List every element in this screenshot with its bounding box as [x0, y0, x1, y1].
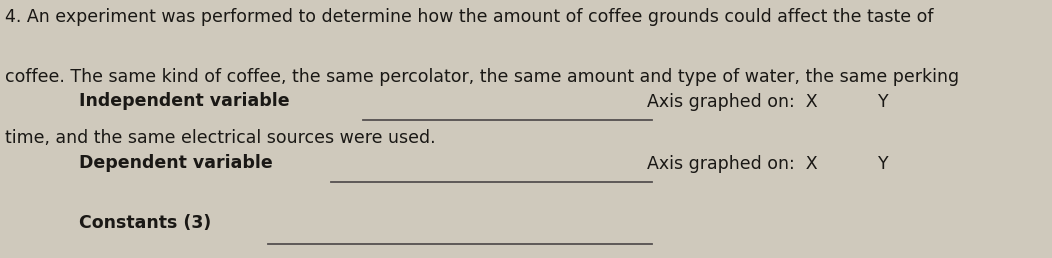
Text: coffee. The same kind of coffee, the same percolator, the same amount and type o: coffee. The same kind of coffee, the sam…	[5, 68, 959, 86]
Text: Dependent variable: Dependent variable	[79, 154, 272, 172]
Text: time, and the same electrical sources were used.: time, and the same electrical sources we…	[5, 129, 436, 147]
Text: Axis graphed on:  X: Axis graphed on: X	[647, 155, 817, 173]
Text: Y: Y	[878, 155, 889, 173]
Text: 4. An experiment was performed to determine how the amount of coffee grounds cou: 4. An experiment was performed to determ…	[5, 8, 934, 26]
Text: Y: Y	[878, 93, 889, 111]
Text: Axis graphed on:  X: Axis graphed on: X	[647, 93, 817, 111]
Text: Constants (3): Constants (3)	[79, 214, 211, 232]
Text: Independent variable: Independent variable	[79, 92, 289, 110]
